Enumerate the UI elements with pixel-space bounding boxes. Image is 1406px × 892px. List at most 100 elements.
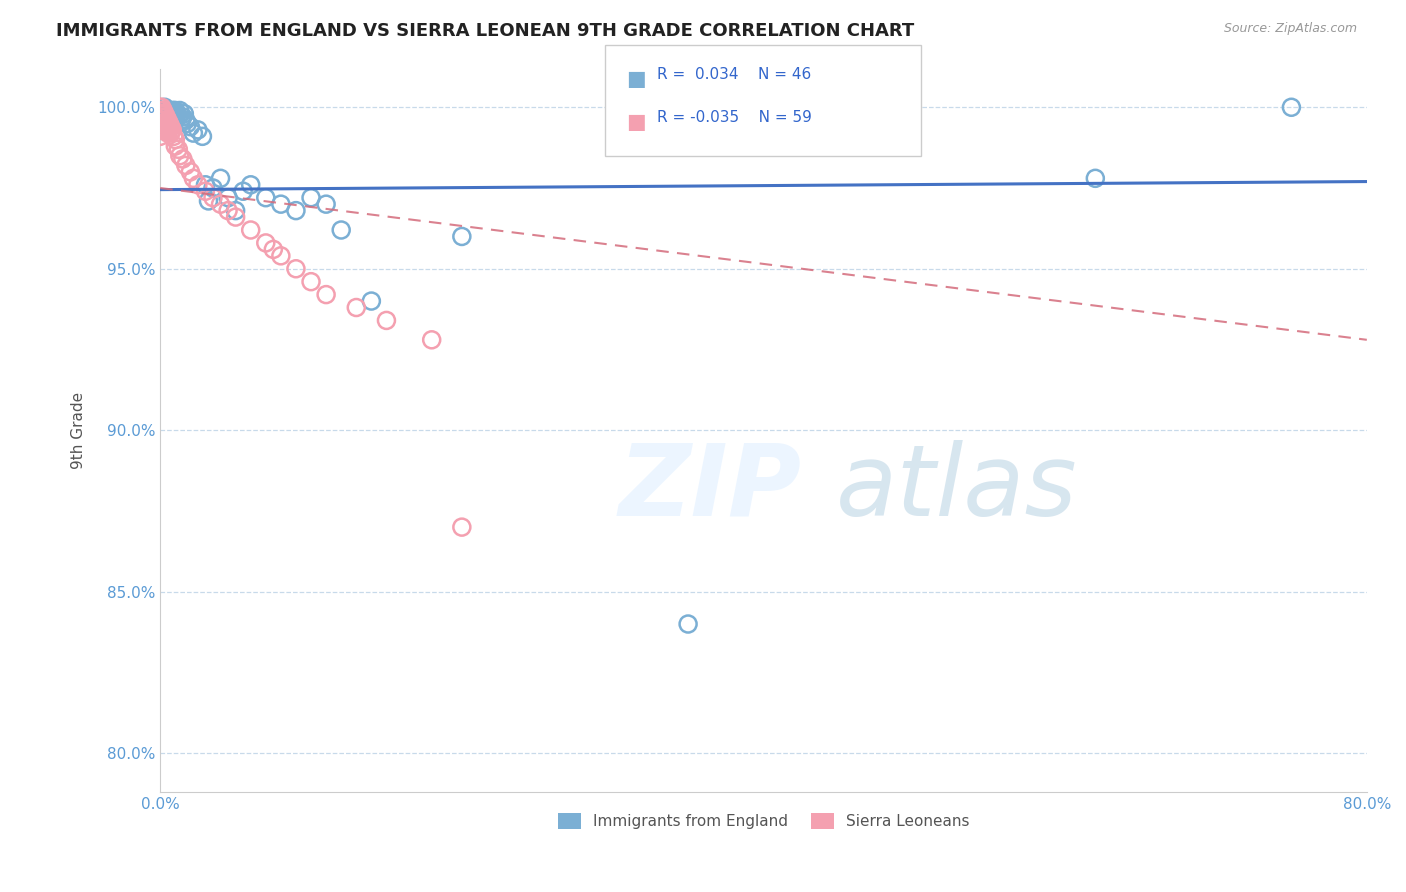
Point	[149, 110, 172, 124]
Point	[162, 123, 184, 137]
Point	[149, 113, 172, 128]
Point	[150, 103, 173, 118]
Point	[232, 184, 254, 198]
Point	[299, 191, 322, 205]
Point	[149, 129, 172, 144]
Point	[155, 123, 177, 137]
Point	[150, 100, 173, 114]
Point	[153, 110, 176, 124]
Point	[194, 184, 217, 198]
Point	[155, 103, 177, 118]
Point	[153, 116, 176, 130]
Point	[157, 110, 180, 124]
Point	[156, 110, 179, 124]
Point	[162, 110, 184, 124]
Point	[152, 113, 174, 128]
Point	[174, 113, 197, 128]
Point	[149, 116, 172, 130]
Point	[262, 243, 284, 257]
Point	[149, 100, 172, 114]
Point	[172, 110, 194, 124]
Point	[187, 178, 209, 192]
Point	[162, 103, 184, 118]
Point	[254, 191, 277, 205]
Point	[159, 126, 181, 140]
Point	[194, 178, 217, 192]
Point	[149, 123, 172, 137]
Point	[165, 110, 187, 124]
Text: atlas: atlas	[837, 440, 1077, 537]
Legend: Immigrants from England, Sierra Leoneans: Immigrants from England, Sierra Leoneans	[551, 806, 976, 835]
Point	[209, 197, 232, 211]
Point	[152, 107, 174, 121]
Point	[239, 223, 262, 237]
Point	[163, 129, 186, 144]
Point	[170, 113, 193, 128]
Point	[159, 113, 181, 128]
Text: IMMIGRANTS FROM ENGLAND VS SIERRA LEONEAN 9TH GRADE CORRELATION CHART: IMMIGRANTS FROM ENGLAND VS SIERRA LEONEA…	[56, 22, 914, 40]
Point	[676, 617, 699, 632]
Point	[165, 132, 187, 146]
Point	[239, 178, 262, 192]
Point	[360, 294, 382, 309]
Point	[201, 181, 224, 195]
Point	[163, 103, 186, 118]
Point	[344, 301, 367, 315]
Point	[153, 100, 176, 114]
Point	[187, 123, 209, 137]
Point	[375, 313, 398, 327]
Point	[284, 261, 307, 276]
Point	[167, 110, 190, 124]
Point	[179, 120, 201, 134]
Point	[159, 120, 181, 134]
Text: Source: ZipAtlas.com: Source: ZipAtlas.com	[1223, 22, 1357, 36]
Point	[330, 223, 353, 237]
Point	[150, 110, 173, 124]
Point	[315, 287, 337, 301]
Point	[315, 197, 337, 211]
Point	[159, 107, 181, 121]
Point	[153, 107, 176, 121]
Point	[152, 103, 174, 118]
Point	[450, 229, 472, 244]
Point	[153, 107, 176, 121]
Point	[165, 103, 187, 118]
Point	[153, 123, 176, 137]
Point	[169, 103, 191, 118]
Point	[179, 165, 201, 179]
Point	[191, 129, 214, 144]
Point	[183, 171, 205, 186]
Point	[176, 116, 198, 130]
Point	[156, 126, 179, 140]
Text: R = -0.035    N = 59: R = -0.035 N = 59	[657, 110, 811, 125]
Point	[254, 235, 277, 250]
Text: ZIP: ZIP	[619, 440, 801, 537]
Point	[157, 103, 180, 118]
Point	[163, 107, 186, 121]
Point	[284, 203, 307, 218]
Point	[166, 107, 188, 121]
Point	[270, 249, 292, 263]
Point	[155, 110, 177, 124]
Point	[450, 520, 472, 534]
Point	[155, 116, 177, 130]
Point	[173, 107, 195, 121]
Point	[183, 126, 205, 140]
Point	[150, 116, 173, 130]
Point	[156, 107, 179, 121]
Point	[157, 116, 180, 130]
Point	[165, 139, 187, 153]
Point	[150, 123, 173, 137]
Point	[156, 120, 179, 134]
Point	[201, 191, 224, 205]
Point	[299, 275, 322, 289]
Point	[1084, 171, 1107, 186]
Point	[174, 158, 197, 172]
Text: ■: ■	[626, 69, 645, 88]
Point	[169, 149, 191, 163]
Point	[152, 120, 174, 134]
Text: ■: ■	[626, 112, 645, 131]
Point	[225, 203, 247, 218]
Point	[156, 113, 179, 128]
Point	[209, 171, 232, 186]
